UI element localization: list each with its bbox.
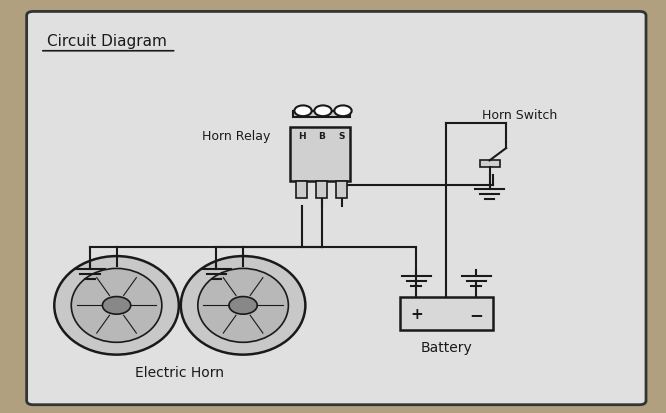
- Ellipse shape: [71, 269, 162, 342]
- Circle shape: [314, 106, 332, 117]
- Circle shape: [294, 106, 312, 117]
- Text: H: H: [298, 132, 306, 141]
- Bar: [480, 161, 500, 167]
- Ellipse shape: [198, 269, 288, 342]
- Bar: [316, 182, 327, 198]
- Ellipse shape: [180, 256, 305, 355]
- Bar: [293, 112, 350, 118]
- Text: Horn Relay: Horn Relay: [202, 130, 270, 143]
- Text: Battery: Battery: [420, 340, 472, 354]
- Text: B: B: [318, 132, 325, 141]
- Text: Horn Switch: Horn Switch: [482, 109, 557, 122]
- Text: Electric Horn: Electric Horn: [135, 365, 224, 379]
- Bar: [400, 297, 493, 330]
- Bar: [296, 182, 307, 198]
- Text: +: +: [410, 306, 423, 321]
- Text: S: S: [338, 132, 345, 141]
- Circle shape: [103, 297, 131, 314]
- Text: Circuit Diagram: Circuit Diagram: [47, 34, 166, 49]
- Circle shape: [334, 106, 352, 117]
- Circle shape: [229, 297, 257, 314]
- FancyBboxPatch shape: [27, 12, 646, 405]
- Bar: [290, 128, 350, 182]
- Bar: [336, 182, 347, 198]
- Text: −: −: [470, 305, 483, 323]
- Ellipse shape: [54, 256, 178, 355]
